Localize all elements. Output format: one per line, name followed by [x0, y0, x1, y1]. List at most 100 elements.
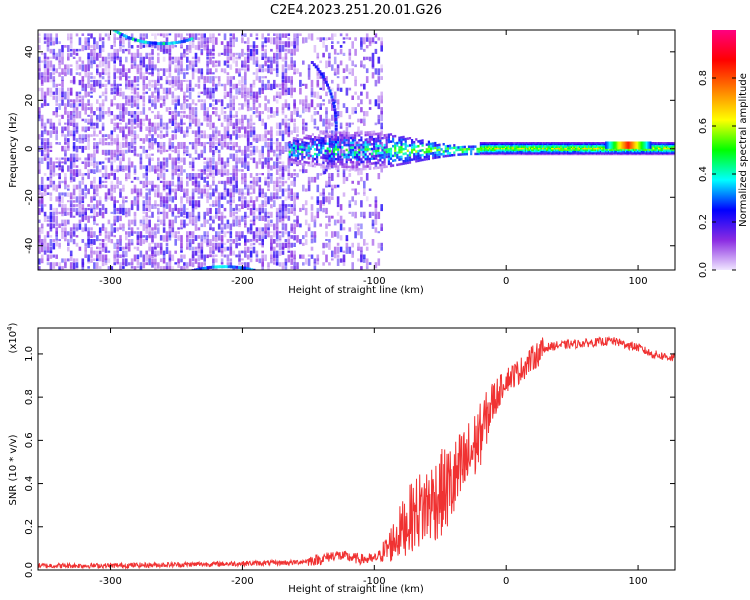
heatmap-cell [226, 254, 230, 262]
heatmap-cell [200, 68, 204, 75]
heatmap-cell [72, 130, 76, 137]
heatmap-cell [482, 153, 484, 156]
heatmap-cell [463, 150, 466, 154]
heatmap-cell [322, 207, 325, 213]
heatmap-cell [281, 45, 285, 52]
heatmap-cell [154, 184, 157, 188]
heatmap-cell [127, 68, 131, 73]
heatmap-cell [197, 95, 201, 98]
heatmap-cell [200, 48, 204, 54]
heatmap-cell [237, 266, 241, 270]
heatmap-cell [434, 151, 437, 155]
heatmap-cell [104, 165, 108, 173]
heatmap-cell [490, 144, 492, 147]
heatmap-cell [69, 111, 73, 115]
heatmap-cell [58, 95, 61, 102]
heatmap-cell [58, 64, 61, 70]
heatmap-cell [232, 196, 235, 201]
heatmap-cell [377, 114, 381, 119]
heatmap-cell [110, 153, 114, 160]
heatmap-cell [69, 173, 73, 180]
heatmap-cell [252, 157, 256, 164]
heatmap-cell [93, 138, 96, 141]
heatmap-cell [69, 200, 73, 207]
heatmap-cell [275, 176, 279, 185]
heatmap-cell [159, 118, 163, 127]
heatmap-cell [377, 137, 380, 140]
heatmap-cell [387, 133, 390, 136]
heatmap-cell [264, 130, 267, 138]
heatmap-cell [43, 192, 47, 196]
heatmap-cell [336, 87, 340, 92]
heatmap-cell [177, 111, 180, 117]
heatmap-cell [354, 157, 357, 160]
heatmap-cell [348, 227, 352, 232]
heatmap-cell [209, 52, 212, 56]
heatmap-cell [351, 250, 354, 255]
heatmap-cell [380, 142, 383, 150]
heatmap-cell [175, 276, 178, 279]
heatmap-cell [284, 118, 288, 126]
heatmap-cell [168, 87, 172, 95]
heatmap-cell [360, 149, 363, 156]
heatmap-cell [278, 235, 282, 240]
heatmap-cell [504, 142, 507, 144]
heatmap-cell [215, 149, 218, 154]
heatmap-cell [154, 142, 157, 146]
heatmap-cell [276, 279, 279, 282]
heatmap-cell [373, 133, 376, 136]
heatmap-cell [261, 87, 264, 94]
heatmap-cell [290, 64, 293, 70]
heatmap-cell [294, 156, 298, 160]
heatmap-cell [377, 56, 381, 64]
heatmap-cell [539, 150, 541, 153]
heatmap-cell [72, 227, 76, 235]
heatmap-cell [232, 219, 235, 227]
heatmap-cell [81, 258, 85, 266]
heatmap-cell [287, 169, 291, 174]
heatmap-cell [252, 200, 256, 209]
heatmap-cell [227, 265, 231, 269]
heatmap-cell [548, 152, 550, 154]
heatmap-cell [232, 265, 236, 269]
heatmap-cell [331, 196, 334, 200]
heatmap-cell [125, 250, 128, 258]
heatmap-cell [544, 153, 546, 156]
heatmap-cell [177, 142, 180, 150]
heatmap-cell [157, 219, 160, 223]
heatmap-cell [133, 52, 137, 61]
heatmap-cell [133, 56, 137, 63]
heatmap-cell [69, 118, 73, 124]
heatmap-cell [356, 153, 359, 157]
heatmap-cell [188, 114, 192, 120]
heatmap-cell [331, 130, 334, 137]
heatmap-cell [366, 148, 369, 151]
heatmap-cell [270, 68, 273, 75]
heatmap-cell [212, 72, 215, 75]
heatmap-cell [337, 145, 340, 149]
heatmap-cell [72, 111, 76, 117]
heatmap-cell [438, 155, 441, 159]
heatmap-cell [43, 60, 47, 65]
heatmap-cell [122, 270, 125, 276]
heatmap-cell [43, 126, 47, 132]
heatmap-cell [159, 211, 163, 215]
heatmap-cell [98, 95, 102, 99]
heatmap-cell [78, 91, 82, 95]
heatmap-cell [183, 48, 186, 54]
heatmap-cell [522, 142, 524, 144]
heatmap-cell [151, 157, 154, 161]
heatmap-cell [453, 144, 456, 147]
heatmap-cell [345, 37, 349, 40]
heatmap-cell [90, 79, 93, 83]
heatmap-cell [232, 270, 235, 275]
heatmap-cell [75, 64, 79, 71]
heatmap-cell [194, 142, 198, 150]
heatmap-cell [145, 211, 148, 217]
heatmap-cell [145, 169, 148, 176]
heatmap-cell [336, 76, 340, 79]
heatmap-cell [93, 239, 96, 245]
heatmap-cell [241, 250, 244, 254]
heatmap-cell [299, 114, 302, 118]
heatmap-cell [107, 196, 111, 200]
